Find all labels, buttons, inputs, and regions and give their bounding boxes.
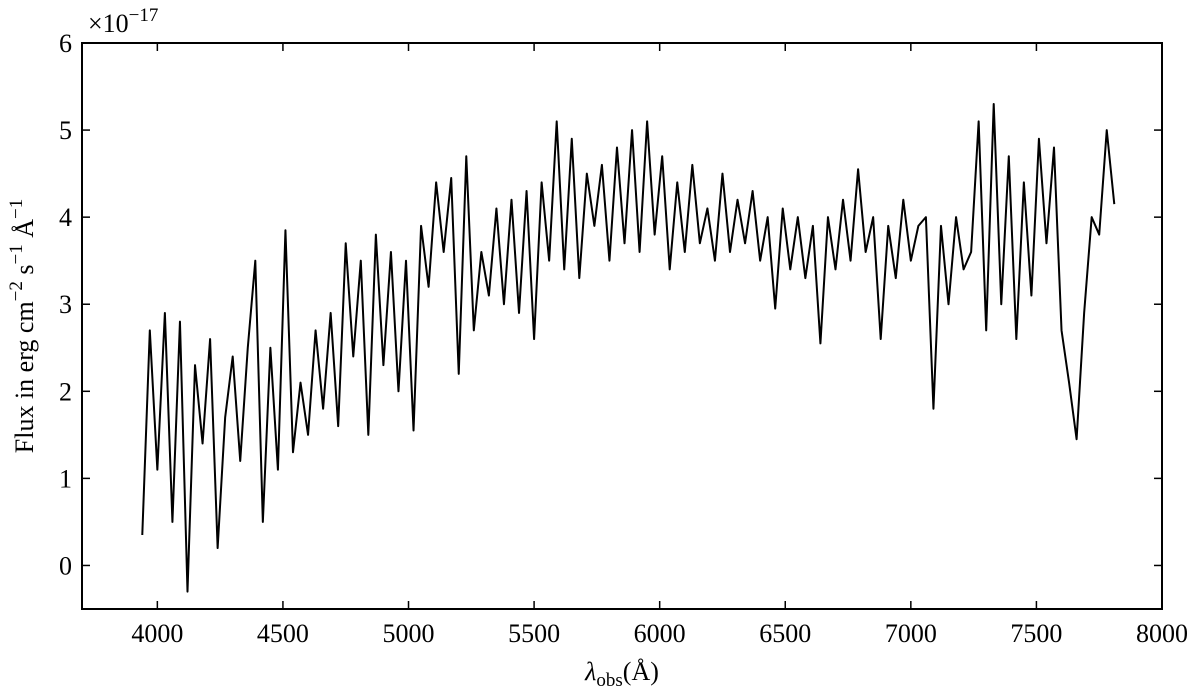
y-label-part: −1 — [6, 244, 27, 264]
x-label-part: (Å) — [623, 657, 659, 686]
y-axis-label: Flux in erg cm−2 s−1 Å−1 — [6, 199, 39, 453]
x-tick-label: 8000 — [1136, 619, 1188, 648]
x-tick-label: 4500 — [257, 619, 309, 648]
y-tick-label: 4 — [59, 203, 72, 232]
x-tick-label: 5500 — [508, 619, 560, 648]
y-label-part: s — [10, 264, 39, 281]
x-tick-label: 7000 — [885, 619, 937, 648]
y-label-part: −2 — [6, 281, 27, 301]
x-tick-label: 4000 — [131, 619, 183, 648]
y-tick-label: 2 — [59, 377, 72, 406]
plot-frame — [81, 42, 1163, 610]
x-label-part: obs — [596, 670, 622, 691]
y-label-part: −1 — [6, 199, 27, 219]
offset-part: ×10 — [88, 9, 129, 38]
x-tick-label: 6000 — [634, 619, 686, 648]
spectrum-line — [141, 102, 1116, 593]
x-label-part: λ — [584, 657, 596, 686]
y-tick-label: 6 — [59, 29, 72, 58]
x-tick-label: 7500 — [1010, 619, 1062, 648]
x-tick-label: 5000 — [383, 619, 435, 648]
y-label-part: Å — [10, 219, 39, 245]
y-tick-label: 0 — [59, 551, 72, 580]
y-tick-label: 5 — [59, 116, 72, 145]
y-tick-label: 1 — [59, 464, 72, 493]
y-label-part: Flux in erg cm — [10, 301, 39, 453]
x-axis-label: λobs(Å) — [584, 657, 659, 691]
y-tick-label: 3 — [59, 290, 72, 319]
offset-part: −17 — [129, 5, 159, 26]
y-offset-label: ×10−17 — [88, 5, 158, 38]
x-tick-label: 6500 — [759, 619, 811, 648]
